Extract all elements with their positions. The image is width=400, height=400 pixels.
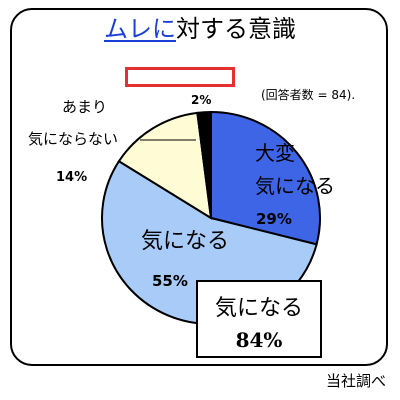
slice-value-not-very-concerned: 14% [56,170,87,185]
pie-slice-very-concerned [210,110,321,246]
summary-box: 気になる 84% [196,280,322,358]
slice-label-concerned-1: 気になる [141,229,229,254]
slice-value-concerned: 55% [152,272,188,290]
slice-label-very-concerned-2: 気になる [255,174,335,198]
respondents-note: (回答者数 = 84). [261,88,356,102]
pie-slice-not-very-concerned [117,111,213,220]
slice-label-not-very-concerned-1: あまり [62,98,107,116]
highlight-box [125,67,235,87]
chart-frame [10,8,388,366]
title-rest: 対する意識 [176,15,296,43]
slice-label-very-concerned-1: 大変 [255,141,295,165]
chart-title: ムレに対する意識 [0,14,400,44]
source-note: 当社調べ [325,372,386,390]
title-highlight: ムレに [104,15,176,43]
pie-slice-other [196,110,212,219]
slice-label-not-very-concerned-2: 気にならない [28,130,118,148]
slice-value-very-concerned: 29% [256,210,292,228]
summary-label: 気になる [214,296,303,321]
slice-value-other: 2% [191,93,211,107]
summary-value: 84% [235,328,283,352]
